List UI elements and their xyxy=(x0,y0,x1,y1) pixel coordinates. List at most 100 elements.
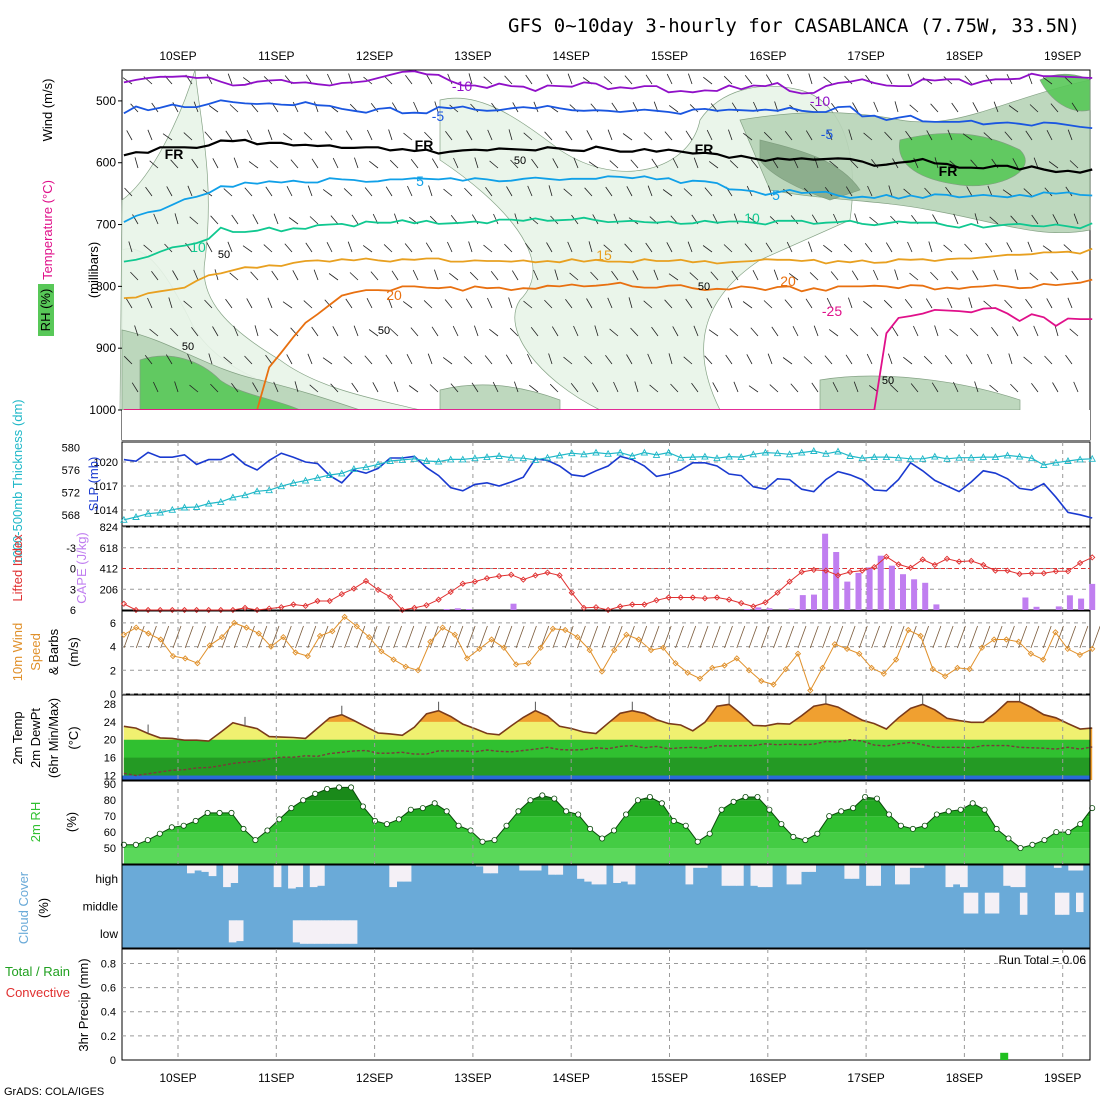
cloud-low-bar xyxy=(321,920,329,944)
wind-barb xyxy=(391,270,399,281)
wind-barb xyxy=(702,245,713,253)
wind-barb xyxy=(951,270,959,281)
wind-barb xyxy=(607,297,613,309)
wind-barb xyxy=(662,625,672,649)
cloud-high-bar xyxy=(526,865,535,871)
wind-barb xyxy=(282,133,293,141)
cloud-high-bar xyxy=(403,865,412,882)
wind-speed-point xyxy=(427,638,434,645)
wind-barb xyxy=(1052,214,1059,225)
wind-barb xyxy=(731,270,739,281)
thickness-point xyxy=(761,448,770,456)
wind-barb xyxy=(689,272,699,281)
wind-barb xyxy=(890,215,899,225)
thickness-point xyxy=(507,453,515,461)
wind-barb xyxy=(913,325,919,337)
wind-barb xyxy=(533,101,539,113)
wind-barb xyxy=(332,157,339,169)
rh-point xyxy=(503,822,510,829)
wind-barb xyxy=(1073,213,1079,225)
rh-point xyxy=(312,790,319,797)
wind-barb xyxy=(626,625,635,649)
wind-barb xyxy=(848,129,853,141)
wind-barb xyxy=(670,383,679,393)
wind-barb xyxy=(326,242,333,253)
thickness-point xyxy=(459,455,467,463)
wind-barb xyxy=(969,625,978,649)
wind-barb xyxy=(246,130,253,141)
wind-barb xyxy=(242,245,253,253)
wind-barb xyxy=(577,625,586,649)
wind-barb xyxy=(244,187,253,197)
cape-bar xyxy=(443,609,450,610)
wind-barb xyxy=(907,625,917,649)
wind-barb xyxy=(546,242,553,253)
wind-barb xyxy=(267,129,273,141)
rh-contour-label: 50 xyxy=(182,341,194,353)
wind-barb xyxy=(853,381,859,393)
rh-point xyxy=(455,822,462,829)
wind-barb xyxy=(851,270,859,281)
thickness-point xyxy=(737,453,745,461)
wind-barb xyxy=(483,244,493,253)
cape-bar xyxy=(877,555,884,610)
wind-speed-point xyxy=(807,687,814,694)
thickness-point xyxy=(676,453,685,461)
wind-barb xyxy=(351,214,359,225)
wind-barb xyxy=(884,131,893,141)
wind-barb xyxy=(223,356,233,365)
wind-speed-point xyxy=(684,669,691,676)
wind-barb xyxy=(162,133,173,141)
ylabel-wind: Wind (m/s) xyxy=(40,79,55,142)
wind-barb xyxy=(527,353,533,365)
lifted-index-point xyxy=(447,588,454,596)
wind-barb xyxy=(225,130,233,141)
wind-barb xyxy=(849,328,859,337)
wind-barb xyxy=(252,382,259,393)
cloud-high-bar xyxy=(627,865,636,885)
wind-barb xyxy=(609,160,619,169)
rh-point xyxy=(658,800,665,807)
wind-barb xyxy=(743,132,753,141)
wind-barb xyxy=(370,271,379,281)
lifted-index-point xyxy=(278,604,285,611)
thickness-point xyxy=(350,464,358,472)
wind-barb xyxy=(529,216,539,225)
wind-barb xyxy=(387,297,393,309)
ylabel-rh-units: (%) xyxy=(64,812,79,832)
wind-barb xyxy=(964,243,973,253)
cloud-high-bar xyxy=(591,865,600,885)
cloud-low-bar xyxy=(314,920,322,944)
lifted-index-point xyxy=(762,599,769,606)
wind-barb xyxy=(506,186,513,197)
precip-tick-label: 0.2 xyxy=(101,1031,116,1043)
wind-barb xyxy=(925,298,933,309)
rh-point xyxy=(264,827,271,834)
cloud-high-bar xyxy=(692,865,701,868)
cloud-high-bar xyxy=(960,865,968,888)
wind-barb xyxy=(903,356,913,365)
wind-barb xyxy=(827,129,833,141)
ylabel-2m-rh: 2m RH xyxy=(28,802,43,842)
cloud-middle-bar xyxy=(1019,892,1028,915)
wind-barb xyxy=(788,273,799,281)
rh-point xyxy=(575,811,582,818)
rh-point xyxy=(682,822,689,829)
cloud-high-bar xyxy=(555,865,564,875)
lifted-index-point xyxy=(604,606,612,614)
cloud-high-bar xyxy=(584,865,592,882)
bottom-date-label: 12SEP xyxy=(356,1071,393,1085)
wind-barb xyxy=(485,186,493,197)
wind-barb xyxy=(643,300,653,309)
wind-barb xyxy=(829,160,839,169)
wind-speed-point xyxy=(721,662,728,669)
wind-barb xyxy=(151,270,159,281)
cloud-high-bar xyxy=(764,865,773,888)
chart-title: GFS 0~10day 3-hourly for CASABLANCA (7.7… xyxy=(508,15,1080,37)
slp-line xyxy=(123,451,1093,519)
wind-tick-label: 2 xyxy=(110,665,116,677)
lifted-index-point xyxy=(411,604,418,612)
wind-barb xyxy=(429,384,439,393)
wind-barb xyxy=(664,299,673,309)
lifted-index-point xyxy=(738,599,745,607)
